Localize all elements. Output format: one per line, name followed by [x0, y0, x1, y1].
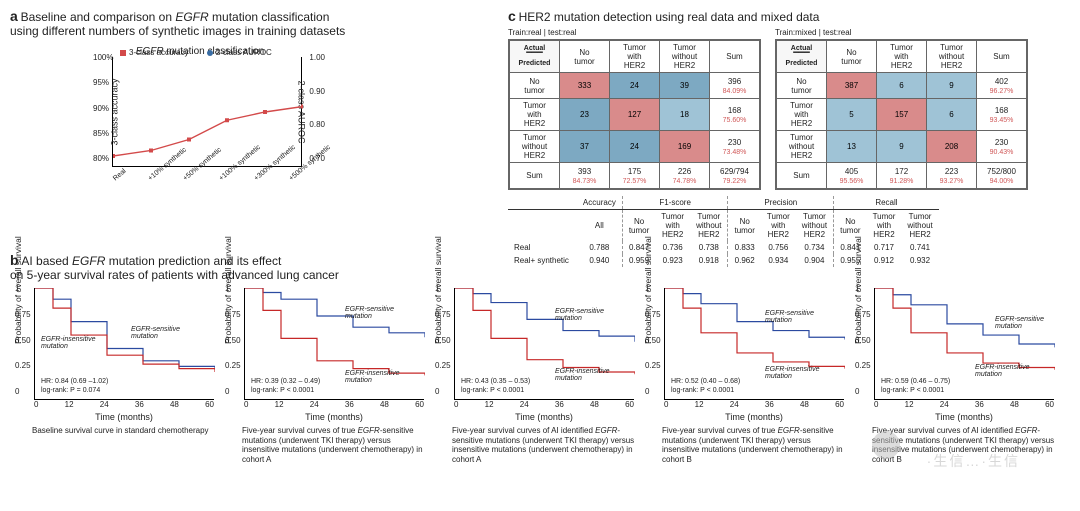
legend-0: 3-class accuracy	[129, 48, 189, 57]
panel-a: a Baseline and comparison on EGFR mutati…	[10, 8, 490, 246]
km-plot: Probability of overall survival10.750.50…	[640, 288, 840, 464]
panel-c: c HER2 mutation detection using real dat…	[508, 8, 1070, 246]
km-plot: Probability of overall survival10.750.50…	[10, 288, 210, 464]
panel-a-chart: EGFR mutation classification 3-class acc…	[70, 46, 330, 216]
panel-b: b AI based EGFR mutation prediction and …	[10, 252, 1070, 464]
metrics-table: AccuracyF1-scorePrecisionRecallAllNotumo…	[508, 196, 1070, 267]
km-plot: Probability of overall survival10.750.50…	[430, 288, 630, 464]
panel-a-label: a	[10, 8, 18, 24]
panel-c-title: HER2 mutation detection using real data …	[519, 10, 820, 24]
km-row: Probability of overall survival10.750.50…	[10, 288, 1070, 464]
figure: a Baseline and comparison on EGFR mutati…	[0, 0, 1080, 511]
legend-1: 2-class AUROC	[216, 48, 272, 57]
watermark: ·生信…·生信	[927, 451, 1020, 471]
panel-a-title: Baseline and comparison on EGFR mutation…	[10, 10, 345, 38]
panel-c-label: c	[508, 8, 516, 24]
km-plot: Probability of overall survival10.750.50…	[220, 288, 420, 464]
confusion-matrices: Train:real | test:realActual▔▔▔Predicted…	[508, 28, 1070, 190]
panel-b-title: AI based EGFR mutation prediction and it…	[10, 254, 339, 282]
watermark-icon	[872, 431, 900, 459]
